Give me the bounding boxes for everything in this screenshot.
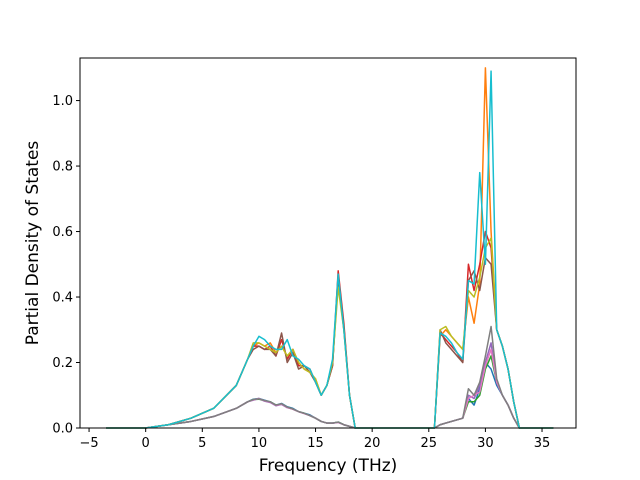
y-axis: 0.0 0.2 0.4 0.6 0.8 1.0 bbox=[52, 94, 80, 437]
x-axis: −5 0 5 10 15 20 25 30 35 bbox=[79, 428, 550, 451]
x-tick-label: 35 bbox=[534, 436, 551, 451]
series-line-10 bbox=[106, 70, 554, 429]
x-tick-label: 10 bbox=[251, 436, 268, 451]
x-tick-label: 25 bbox=[421, 436, 438, 451]
x-tick-label: 5 bbox=[198, 436, 206, 451]
y-tick-label: 0.4 bbox=[52, 291, 73, 306]
x-tick-label: 20 bbox=[364, 436, 381, 451]
y-tick-label: 0.6 bbox=[52, 225, 73, 240]
x-tick-label: 15 bbox=[307, 436, 324, 451]
y-tick-label: 1.0 bbox=[52, 94, 73, 109]
series-line-8 bbox=[106, 325, 554, 429]
x-tick-label: −5 bbox=[79, 436, 98, 451]
x-axis-title: Frequency (THz) bbox=[259, 456, 398, 476]
plot-frame bbox=[79, 57, 577, 429]
plot-background bbox=[80, 58, 576, 428]
y-tick-label: 0.8 bbox=[52, 160, 73, 175]
series-layer bbox=[106, 67, 554, 429]
x-tick-label: 0 bbox=[142, 436, 150, 451]
x-tick-label: 30 bbox=[477, 436, 494, 451]
y-tick-label: 0.0 bbox=[52, 422, 73, 437]
y-tick-label: 0.2 bbox=[52, 356, 73, 371]
y-axis-title: Partial Density of States bbox=[23, 141, 43, 346]
